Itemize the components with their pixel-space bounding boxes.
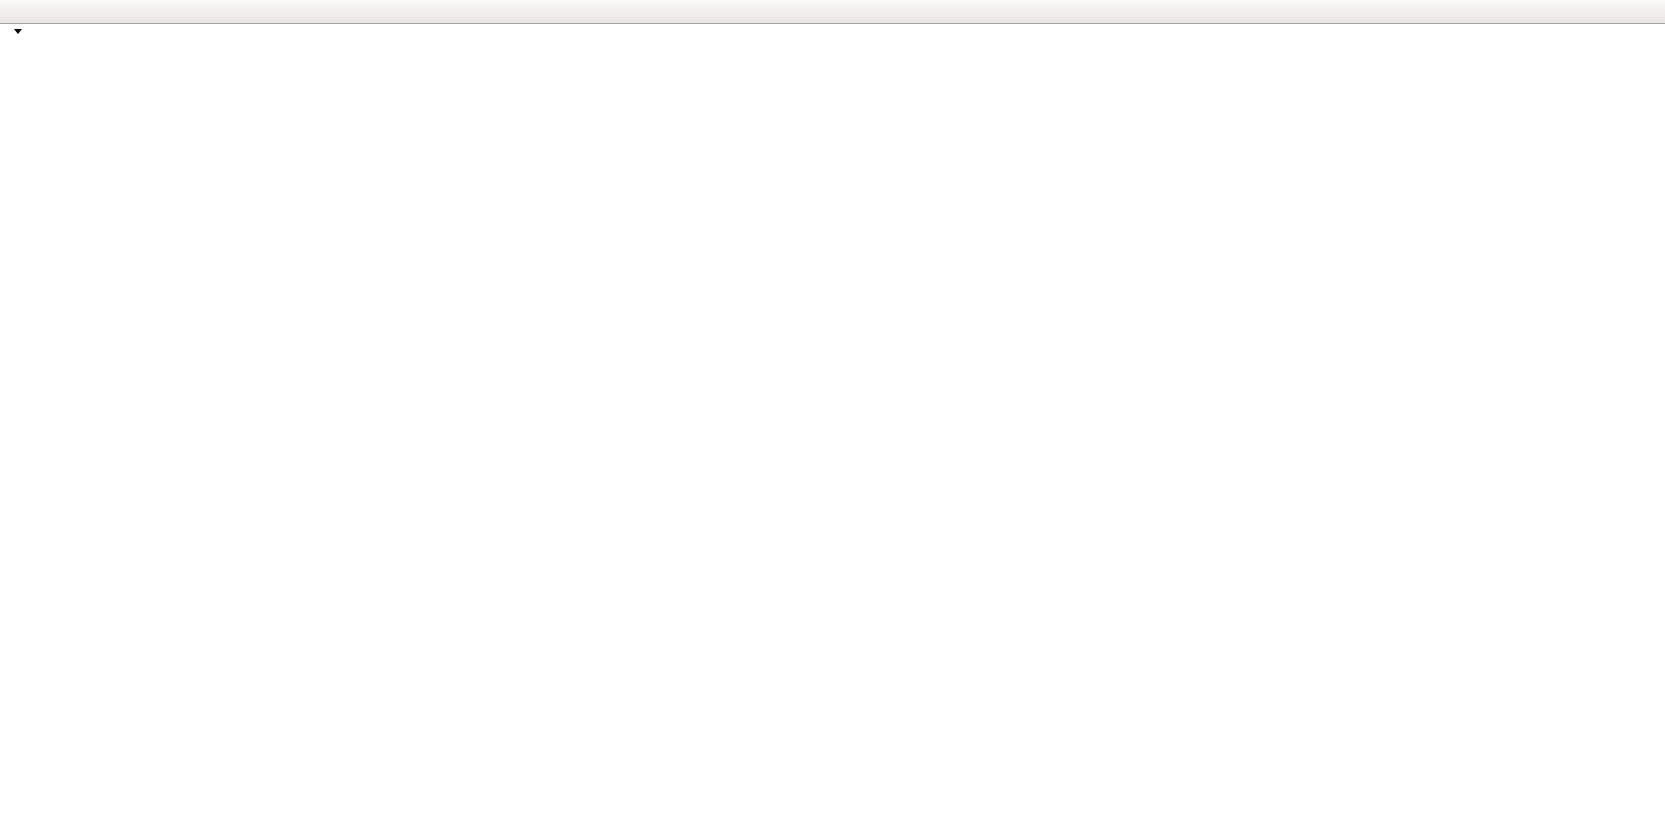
toolbar (0, 0, 1665, 24)
chart-expand-icon[interactable] (14, 29, 22, 34)
chart-title[interactable] (14, 29, 38, 34)
